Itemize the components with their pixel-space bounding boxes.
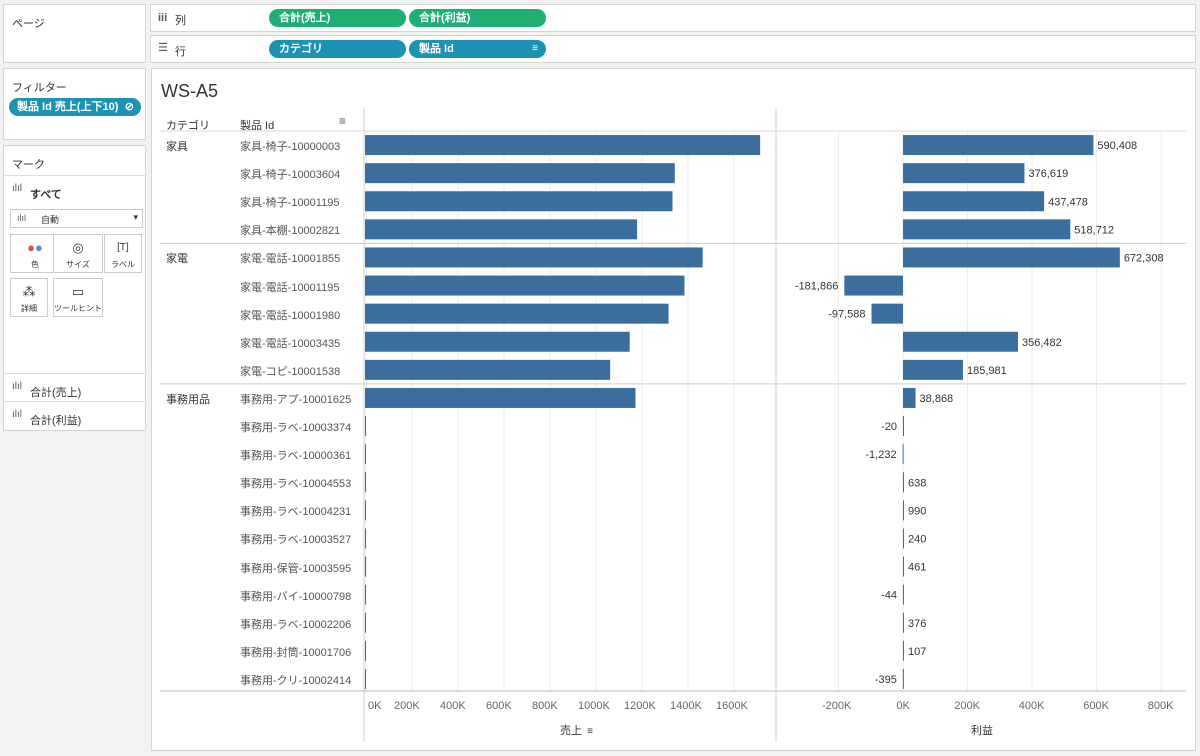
filters-title: フィルター: [12, 82, 67, 94]
color-label: 色: [31, 260, 39, 269]
sales-tick-label: 0K: [368, 700, 382, 712]
filter-pill-label: 製品 Id 売上(上下10): [17, 101, 119, 113]
pill-category[interactable]: カテゴリ: [269, 40, 406, 58]
label-label: ラベル: [111, 260, 135, 269]
bar-chart-icon: ılıl: [12, 381, 22, 392]
sheet-title: WS-A5: [161, 81, 219, 101]
product-row-label[interactable]: 家電-電話-10003435: [240, 337, 341, 350]
sales-tick-label: 1200K: [624, 700, 656, 712]
rows-shelf[interactable]: ☰ 行 カテゴリ 製品 Id ≡: [150, 35, 1196, 63]
size-label: サイズ: [66, 260, 90, 269]
profit-tick-label: 200K: [954, 700, 980, 712]
marks-measure-profit[interactable]: 合計(利益): [30, 415, 82, 427]
pages-panel[interactable]: ページ: [3, 4, 146, 63]
product-row-label[interactable]: 家電-電話-10001980: [240, 309, 341, 322]
mark-type-label: 自動: [41, 215, 60, 225]
chevron-down-icon: ▾: [133, 212, 138, 222]
category-label[interactable]: 家電: [166, 253, 188, 266]
divider: [4, 373, 145, 374]
sales-tick-label: 1400K: [670, 700, 702, 712]
product-row-label[interactable]: 家具-椅子-10000003: [240, 141, 341, 153]
sales-tick-label: 400K: [440, 700, 466, 712]
profit-tick-label: -200K: [822, 700, 852, 712]
columns-icon: iii: [158, 12, 168, 24]
divider: [4, 175, 145, 176]
product-row-label[interactable]: 事務用-ラベ-10003527: [240, 534, 352, 547]
sort-icon[interactable]: ≡: [339, 114, 347, 128]
product-row-label[interactable]: 事務用-アプ-10001625: [240, 393, 352, 406]
product-row-label[interactable]: 家電-電話-10001195: [240, 281, 340, 294]
sales-tick-label: 200K: [394, 700, 420, 712]
mark-type-dropdown[interactable]: ılıl 自動 ▾: [10, 209, 143, 228]
category-label[interactable]: 事務用品: [166, 393, 210, 406]
product-row-label[interactable]: 家具-椅子-10003604: [240, 169, 341, 182]
product-row-label[interactable]: 事務用-封筒-10001706: [240, 646, 352, 659]
marks-title: マーク: [12, 159, 45, 171]
tooltip-label: ツールヒント: [54, 304, 102, 313]
color-button[interactable]: ●● 色: [10, 234, 60, 273]
label-button[interactable]: [T] ラベル: [104, 234, 142, 273]
profit-axis-title[interactable]: 利益: [971, 725, 993, 737]
sort-desc-icon: ≡: [532, 43, 538, 54]
tooltip-icon: ▭: [71, 284, 85, 299]
marks-all-label[interactable]: すべて: [30, 189, 62, 201]
product-row-label[interactable]: 事務用-ラベ-10002206: [240, 618, 352, 631]
header-category[interactable]: カテゴリ: [166, 120, 210, 132]
product-row-label[interactable]: 家電-コピ-10001538: [240, 365, 341, 378]
profit-tick-label: 400K: [1018, 700, 1045, 712]
product-row-label[interactable]: 事務用-ラベ-10004553: [240, 478, 352, 491]
sort-icon: ≡: [587, 726, 593, 737]
product-row-label[interactable]: 家具-本棚-10002821: [240, 225, 341, 238]
profit-tick-label: 600K: [1083, 700, 1109, 712]
profit-tick-label: 800K: [1147, 700, 1174, 712]
pages-title: ページ: [12, 18, 45, 30]
detail-button[interactable]: ⁂ 詳細: [10, 278, 48, 317]
columns-label: 列: [175, 15, 186, 27]
sales-tick-label: 1000K: [578, 700, 610, 712]
filter-set-icon: ⊘: [124, 101, 134, 113]
detail-label: 詳細: [21, 304, 37, 313]
marks-panel[interactable]: マーク ılıl すべて ılıl 自動 ▾ ●● 色 ◎ サイズ [T] ラベ…: [3, 145, 146, 431]
product-row-label[interactable]: 事務用-クリ-10002414: [240, 674, 352, 687]
sales-axis-title-text: 売上: [560, 725, 582, 737]
bar-chart-icon: ılıl: [12, 409, 22, 420]
detail-icon: ⁂: [22, 284, 36, 299]
product-row-label[interactable]: 事務用-ラベ-10000361: [240, 450, 352, 463]
columns-shelf[interactable]: iii 列 合計(売上) 合計(利益): [150, 4, 1196, 32]
header-product-id[interactable]: 製品 Id: [240, 120, 275, 132]
pill-product-id-label: 製品 Id: [419, 43, 454, 55]
sales-tick-label: 600K: [486, 700, 512, 712]
rows-icon: ☰: [158, 42, 168, 54]
product-row-label[interactable]: 事務用-ラベ-10004231: [240, 506, 352, 519]
divider: [4, 401, 145, 402]
pill-sum-profit[interactable]: 合計(利益): [409, 9, 546, 27]
bar-chart-icon: ılıl: [12, 183, 22, 194]
mark-type-icon: ılıl: [17, 213, 26, 223]
size-button[interactable]: ◎ サイズ: [53, 234, 103, 273]
pill-sum-sales[interactable]: 合計(売上): [269, 9, 406, 27]
sales-tick-label: 800K: [532, 700, 558, 712]
tooltip-button[interactable]: ▭ ツールヒント: [53, 278, 103, 317]
size-icon: ◎: [72, 240, 84, 255]
product-row-label[interactable]: 事務用-保管-10003595: [240, 562, 352, 575]
product-row-label[interactable]: 家具-椅子-10001195: [240, 197, 340, 210]
sales-tick-label: 1600K: [716, 700, 748, 712]
product-row-label[interactable]: 事務用-ラベ-10003374: [240, 422, 352, 434]
product-row-label[interactable]: 事務用-バイ-10000798: [240, 590, 352, 603]
sales-axis-title[interactable]: 売上 ≡: [560, 722, 593, 738]
filters-panel[interactable]: フィルター 製品 Id 売上(上下10) ⊘: [3, 68, 146, 140]
text-icon: [T]: [117, 242, 129, 253]
color-icon: ●●: [27, 240, 43, 255]
profit-tick-label: 0K: [896, 700, 910, 712]
pill-product-id[interactable]: 製品 Id ≡: [409, 40, 546, 58]
rows-label: 行: [175, 46, 186, 58]
filter-pill-product-id[interactable]: 製品 Id 売上(上下10) ⊘: [9, 98, 141, 116]
marks-measure-sales[interactable]: 合計(売上): [30, 387, 82, 399]
category-label[interactable]: 家具: [166, 141, 188, 153]
product-row-label[interactable]: 家電-電話-10001855: [240, 253, 341, 266]
